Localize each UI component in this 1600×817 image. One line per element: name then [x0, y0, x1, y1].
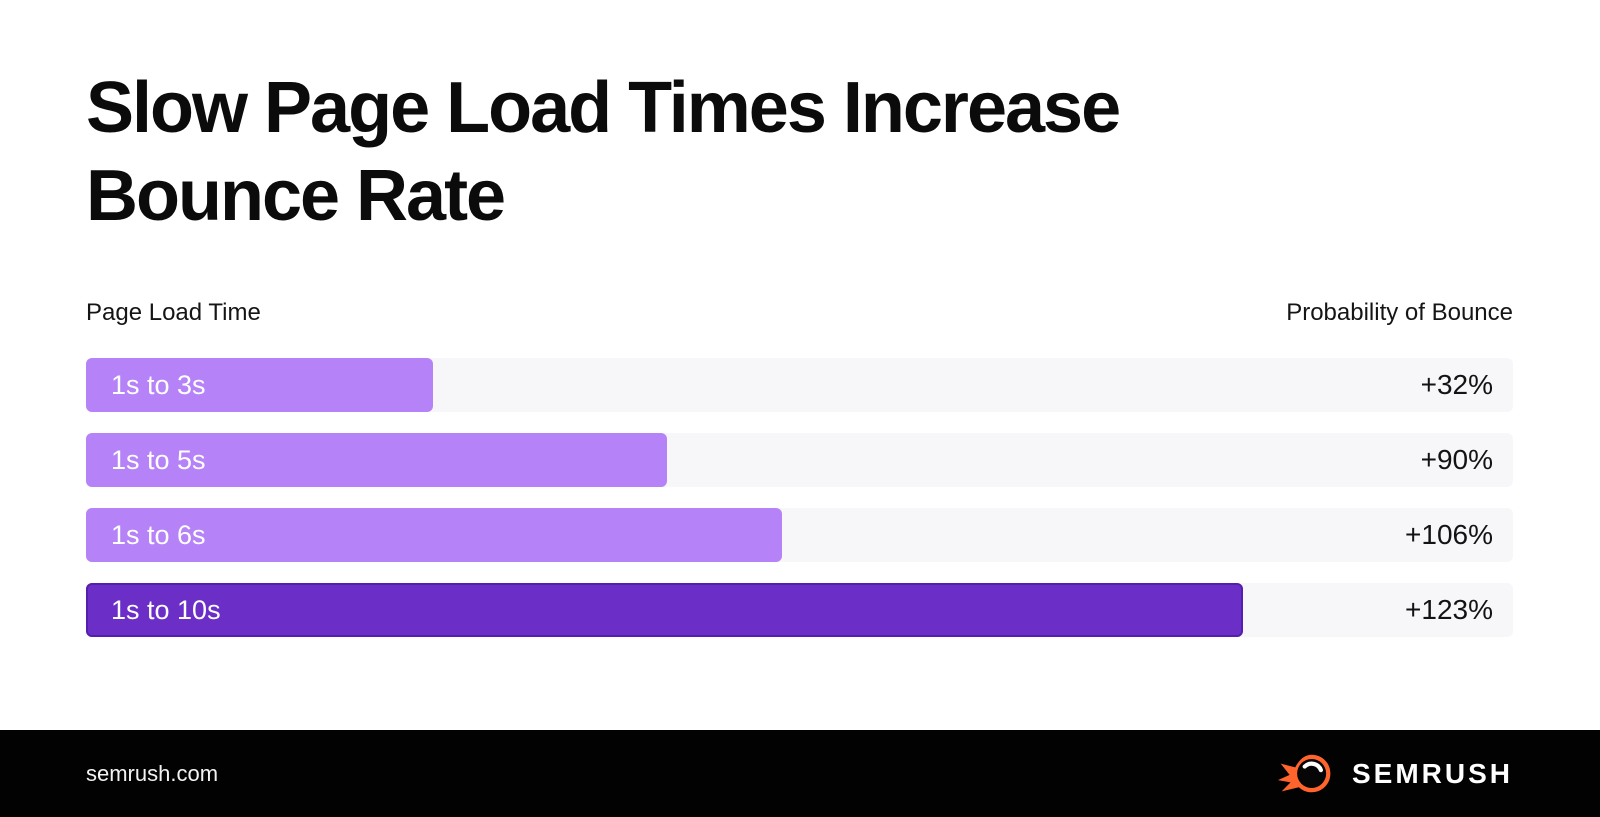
bar-row: 1s to 10s +123% [86, 583, 1513, 637]
bar-category-label: 1s to 3s [111, 369, 206, 400]
brand-wordmark: SEMRUSH [1351, 757, 1513, 789]
bar: 1s to 3s [86, 358, 433, 412]
bar-row: 1s to 6s +106% [86, 508, 1513, 562]
semrush-logo: SEMRUSH [1271, 751, 1513, 796]
bar-chart: 1s to 3s +32% 1s to 5s +90% 1s to 6s +10… [86, 358, 1513, 658]
footer-site-url: semrush.com [86, 760, 219, 786]
bar-row: 1s to 5s +90% [86, 433, 1513, 487]
bar: 1s to 10s [86, 583, 1244, 637]
bar: 1s to 6s [86, 508, 783, 562]
bar-category-label: 1s to 10s [111, 594, 221, 625]
semrush-flame-icon [1277, 754, 1331, 793]
bar-category-label: 1s to 5s [111, 444, 206, 475]
bar-value-label: +123% [1405, 594, 1493, 625]
category-axis-label: Page Load Time [86, 299, 261, 326]
value-axis-label: Probability of Bounce [1286, 299, 1513, 326]
bar-row: 1s to 3s +32% [86, 358, 1513, 412]
bar-value-label: +32% [1420, 369, 1493, 400]
bar-value-label: +90% [1420, 444, 1493, 475]
bar-value-label: +106% [1405, 519, 1493, 550]
bar-category-label: 1s to 6s [111, 519, 206, 550]
axis-labels: Page Load Time Probability of Bounce [86, 299, 1513, 327]
title-line-1: Slow Page Load Times Increase [86, 68, 1121, 148]
title-line-2: Bounce Rate [86, 156, 506, 236]
bar: 1s to 5s [86, 433, 667, 487]
footer-bar: semrush.com SEMRUSH [0, 730, 1600, 817]
chart-title: Slow Page Load Times Increase Bounce Rat… [86, 64, 1121, 240]
